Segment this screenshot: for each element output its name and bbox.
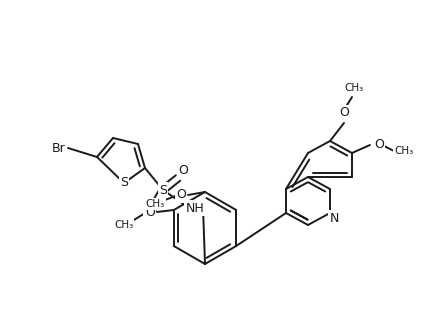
Text: CH₃: CH₃ xyxy=(146,199,165,209)
Text: N: N xyxy=(330,211,339,224)
Text: O: O xyxy=(145,205,155,218)
Text: NH: NH xyxy=(186,202,204,215)
Text: O: O xyxy=(144,209,154,222)
Text: S: S xyxy=(120,177,128,190)
Text: CH₃: CH₃ xyxy=(394,146,414,156)
Text: O: O xyxy=(374,138,384,151)
Text: CH₃: CH₃ xyxy=(344,83,364,93)
Text: S: S xyxy=(159,184,167,197)
Text: O: O xyxy=(176,189,186,202)
Text: Br: Br xyxy=(52,142,66,155)
Text: O: O xyxy=(178,165,188,178)
Text: O: O xyxy=(339,106,349,119)
Text: CH₃: CH₃ xyxy=(114,220,133,230)
